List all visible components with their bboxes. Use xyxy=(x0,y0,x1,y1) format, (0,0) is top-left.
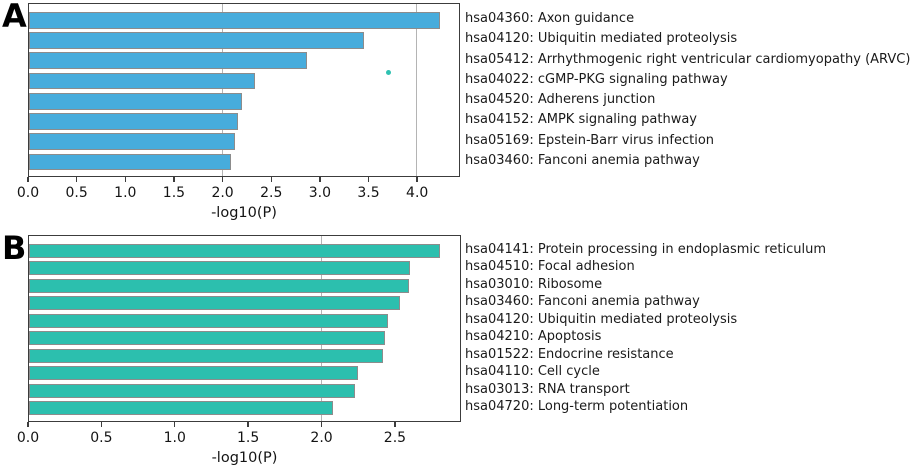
category-label: hsa03013: RNA transport xyxy=(465,381,630,397)
category-label: hsa04152: AMPK signaling pathway xyxy=(465,112,697,128)
bar-b-8 xyxy=(29,383,355,398)
x-tick-label: 4.0 xyxy=(406,185,429,201)
plot-area xyxy=(28,235,461,422)
x-tick-label: 0.0 xyxy=(16,430,40,446)
outlier-dot xyxy=(385,69,391,75)
bar-b-7 xyxy=(29,366,358,381)
gridline-x-2 xyxy=(222,4,224,176)
x-tick-mark xyxy=(27,177,29,182)
x-tick-mark xyxy=(394,422,396,427)
x-tick-label: 2.5 xyxy=(260,185,283,201)
x-axis-title: -log10(P) xyxy=(211,450,278,466)
category-label: hsa03010: Ribosome xyxy=(465,276,603,292)
bar-b-2 xyxy=(29,278,409,293)
category-label: hsa04141: Protein processing in endoplas… xyxy=(465,241,826,257)
bar-b-1 xyxy=(29,261,411,276)
panel-a-letter: A xyxy=(2,0,27,35)
category-label: hsa04720: Long-term potentiation xyxy=(465,399,689,415)
x-tick-mark xyxy=(174,422,176,427)
x-tick-label: 2.5 xyxy=(383,430,407,446)
category-label: hsa04120: Ubiquitin mediated proteolysis xyxy=(465,31,738,47)
x-tick-mark xyxy=(221,177,224,182)
category-label: hsa03460: Fanconi anemia pathway xyxy=(465,294,700,310)
panel-b-letter: B xyxy=(2,229,27,267)
bar-b-3 xyxy=(29,296,401,311)
gridline-x-2 xyxy=(320,236,322,421)
bar-a-7 xyxy=(29,153,232,171)
x-tick-mark xyxy=(100,422,103,427)
category-label: hsa04120: Ubiquitin mediated proteolysis xyxy=(465,311,738,327)
x-tick-label: 1.5 xyxy=(162,185,186,201)
category-label: hsa05169: Epstein-Barr virus infection xyxy=(465,132,715,148)
x-tick-label: 2.0 xyxy=(211,185,234,201)
x-axis-title: -log10(P) xyxy=(211,205,277,221)
x-tick-label: 3.0 xyxy=(308,185,332,201)
x-tick-mark xyxy=(319,177,321,182)
category-label: hsa01522: Endocrine resistance xyxy=(465,346,674,362)
panel-b: B 0.0 0.5 1.0 1.5 2.0 2.5 -log10(P) hsa04141:… xyxy=(0,229,913,474)
category-label: hsa04210: Apoptosis xyxy=(465,329,602,345)
category-label: hsa04110: Cell cycle xyxy=(465,364,600,380)
x-tick-mark xyxy=(247,422,249,427)
x-tick-label: 2.0 xyxy=(310,430,333,446)
bar-a-4 xyxy=(29,92,243,110)
bar-a-3 xyxy=(29,72,255,90)
gridline-x-4 xyxy=(415,4,418,176)
bar-a-1 xyxy=(29,32,365,49)
x-tick-mark xyxy=(367,177,370,182)
x-tick-mark xyxy=(270,177,272,182)
bar-b-6 xyxy=(29,348,383,363)
category-label: hsa03460: Fanconi anemia pathway xyxy=(465,152,700,168)
bar-b-0 xyxy=(29,243,440,258)
x-tick-label: 1.0 xyxy=(163,430,186,446)
bar-b-4 xyxy=(29,313,389,328)
x-tick-mark xyxy=(27,422,29,427)
plot-area xyxy=(28,3,460,177)
x-tick-label: 3.5 xyxy=(357,185,380,201)
x-tick-mark xyxy=(416,177,418,182)
bar-a-6 xyxy=(29,133,236,150)
bar-b-5 xyxy=(29,331,386,346)
category-label: hsa04360: Axon guidance xyxy=(465,11,635,27)
category-label: hsa04520: Adherens junction xyxy=(465,92,656,108)
category-label: hsa05412: Arrhythmogenic right ventricul… xyxy=(465,51,911,67)
category-label: hsa04510: Focal adhesion xyxy=(465,259,635,275)
x-tick-mark xyxy=(124,177,126,182)
category-label: hsa04022: cGMP-PKG signaling pathway xyxy=(465,71,728,87)
x-tick-label: 1.5 xyxy=(237,430,260,446)
x-tick-label: 0.5 xyxy=(65,185,88,201)
bar-b-9 xyxy=(29,401,333,416)
x-tick-mark xyxy=(75,177,78,182)
bar-a-5 xyxy=(29,113,239,130)
x-tick-label: 0.5 xyxy=(90,430,113,446)
x-tick-mark xyxy=(173,177,175,182)
x-tick-label: 1.0 xyxy=(114,185,137,201)
x-tick-label: 0.0 xyxy=(16,185,40,201)
bar-a-2 xyxy=(29,52,307,69)
panel-a: A 0.0 0.5 1.0 1.5 2.0 2.5 3.0 3.5 4.0 -log10(P) … xyxy=(0,0,913,232)
bar-a-0 xyxy=(29,11,440,29)
x-tick-mark xyxy=(320,422,323,427)
